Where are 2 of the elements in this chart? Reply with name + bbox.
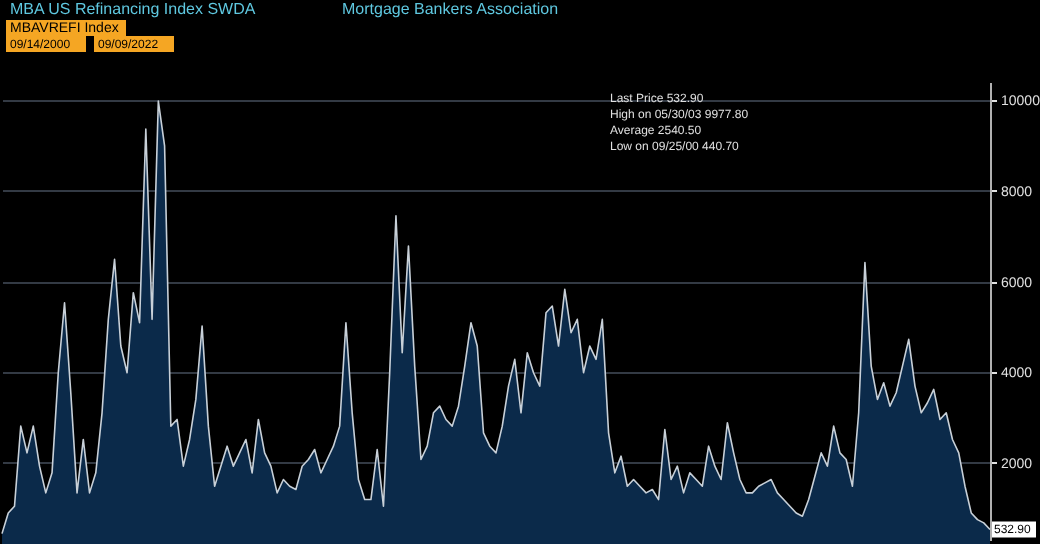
- chart-title: MBA US Refinancing Index SWDA: [10, 0, 257, 18]
- chart-subtitle: Mortgage Bankers Association: [342, 0, 559, 18]
